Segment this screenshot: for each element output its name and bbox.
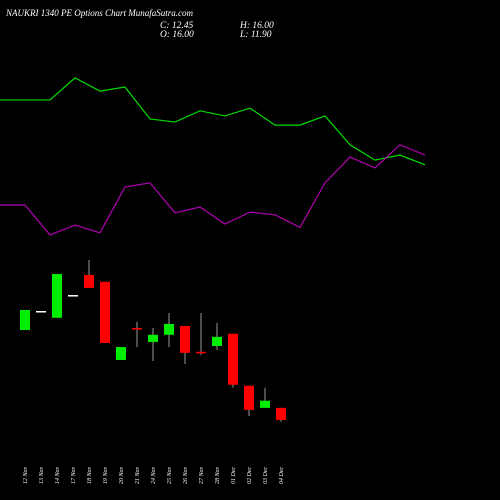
x-tick-label: 14 Nov — [54, 466, 61, 484]
candle-body — [228, 333, 238, 385]
x-tick-label: 28 Nov — [215, 466, 221, 484]
candle-body — [180, 325, 190, 353]
open-label: O: 16.00 — [160, 30, 194, 40]
close-label: C: 12.45 — [160, 21, 194, 31]
x-tick-label: 02 Dec — [247, 467, 253, 484]
x-tick-label: 12 Nov — [23, 466, 29, 484]
candle-body — [276, 407, 286, 420]
candle-body — [212, 336, 222, 347]
candle-body — [100, 281, 110, 343]
x-tick-label: 04 Dec — [278, 467, 285, 484]
candle-body — [196, 351, 206, 354]
x-tick-label: 26 Nov — [183, 466, 189, 484]
candle-body — [52, 273, 62, 318]
x-tick-label: 21 Nov — [135, 466, 141, 484]
candle-body — [148, 334, 158, 342]
indicator-line — [0, 77, 426, 166]
candle-body — [260, 400, 270, 408]
indicator-line — [0, 144, 426, 236]
candle-body — [132, 327, 142, 330]
candle-body — [164, 323, 174, 335]
candle-body — [84, 274, 94, 288]
x-tick-label: 13 Nov — [39, 466, 45, 484]
x-tick-label: 24 Nov — [150, 466, 157, 484]
x-tick-label: 20 Nov — [119, 466, 125, 484]
x-tick-label: 18 Nov — [87, 466, 93, 484]
candle-body — [244, 385, 254, 410]
candle-body — [20, 309, 30, 331]
x-tick-label: 01 Dec — [231, 467, 237, 484]
chart-title: NAUKRI 1340 PE Options Chart MunafaSutra… — [5, 8, 193, 18]
high-label: H: 16.00 — [239, 21, 274, 31]
x-tick-label: 25 Nov — [167, 466, 173, 484]
candle-body — [116, 347, 126, 360]
x-tick-label: 17 Nov — [71, 466, 77, 484]
x-tick-label: 27 Nov — [199, 466, 205, 484]
low-label: L: 11.90 — [239, 30, 272, 40]
x-tick-label: 03 Dec — [263, 467, 269, 484]
candle-body — [68, 295, 78, 297]
x-tick-label: 19 Nov — [103, 466, 109, 484]
candle-body — [36, 311, 46, 313]
